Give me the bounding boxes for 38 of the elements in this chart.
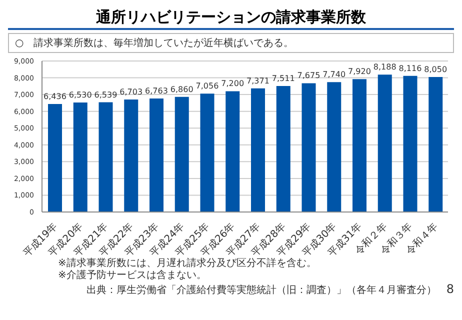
chart-subtitle: ○ 請求事業所数は、毎年増加していたが近年横ばいである。 — [8, 33, 454, 53]
bar — [251, 88, 265, 212]
data-label: 6,530 — [68, 90, 92, 100]
data-label: 7,511 — [272, 74, 295, 83]
bar — [378, 74, 392, 212]
data-label: 6,763 — [145, 86, 168, 96]
bar — [327, 82, 342, 212]
text: ※介護予防サービスは含まない。 — [58, 270, 208, 282]
data-label: 6,860 — [170, 84, 194, 94]
bar — [226, 91, 240, 212]
chart-title: 通所リハビリテーションの請求事業所数 — [8, 8, 454, 30]
data-label: 7,740 — [322, 70, 346, 80]
text: 8 — [446, 282, 454, 296]
bar — [150, 98, 164, 212]
data-label: 7,920 — [348, 67, 371, 76]
bar — [98, 102, 113, 212]
bar — [403, 76, 418, 212]
data-label: 8,050 — [424, 64, 448, 74]
bar — [302, 83, 316, 212]
bar — [352, 79, 366, 212]
data-label: 6,539 — [94, 90, 118, 100]
bar — [174, 96, 189, 212]
bar — [200, 94, 214, 212]
data-label: 7,200 — [221, 79, 244, 88]
bar — [276, 86, 290, 212]
bar — [124, 100, 138, 212]
bar — [428, 76, 443, 212]
data-label: 7,675 — [297, 71, 320, 80]
source-note: 出典：厚生労働省「介護給付費等実態統計（旧：調査）」（各年４月審査分） — [86, 284, 436, 297]
data-label: 6,436 — [44, 92, 66, 102]
data-label: 8,116 — [398, 64, 422, 73]
data-label: 7,371 — [246, 76, 270, 86]
bar — [48, 104, 62, 212]
text: ※請求事業所数には、月遅れ請求分及び区分不詳を含む。 — [58, 258, 316, 270]
data-label: 6,703 — [120, 88, 143, 97]
bar — [73, 102, 88, 212]
data-label: 8,188 — [373, 62, 396, 72]
data-label: 7,056 — [196, 82, 219, 91]
